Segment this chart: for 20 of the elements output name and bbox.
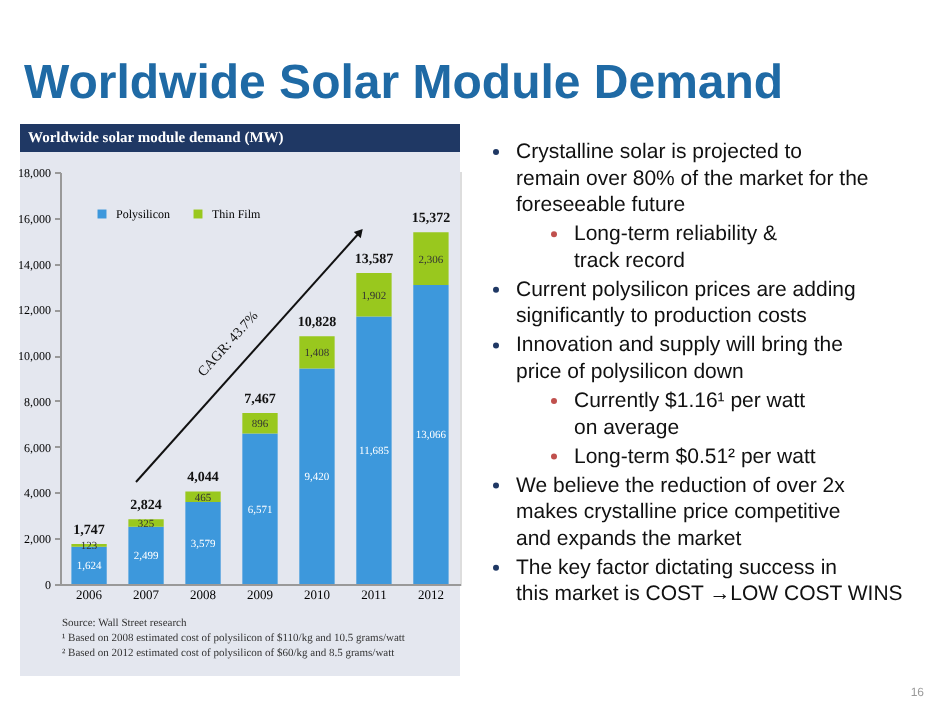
text: The key factor dictating success in this market is COST →LOW COST WINS — [516, 555, 903, 607]
text: Crystalline solar is projected to remain over 80% of the market for the foreseeable future — [516, 140, 869, 218]
bar — [185, 502, 221, 584]
chart-title: Worldwide Solar Module Demand — [24, 56, 784, 110]
text: Long-term reliability & track record — [574, 222, 778, 273]
text: We believe the reduction of over 2x makes crystalline price competitive and expands the market — [516, 473, 847, 551]
text: Innovation and supply will bring the price of polysilicon down — [516, 333, 844, 384]
text: Long-term $0.51² per watt — [574, 444, 816, 469]
bar — [413, 232, 449, 285]
bar — [299, 336, 335, 369]
bar — [128, 526, 164, 584]
text: Current polysilicon prices are adding significantly to production costs — [516, 277, 856, 329]
text: Currently $1.16¹ per watt on average — [574, 389, 806, 440]
bar — [242, 433, 278, 584]
bar — [356, 273, 392, 317]
bar — [299, 368, 335, 584]
bar — [71, 546, 107, 584]
bar — [413, 284, 449, 584]
bar — [242, 413, 278, 434]
bar — [356, 316, 392, 584]
